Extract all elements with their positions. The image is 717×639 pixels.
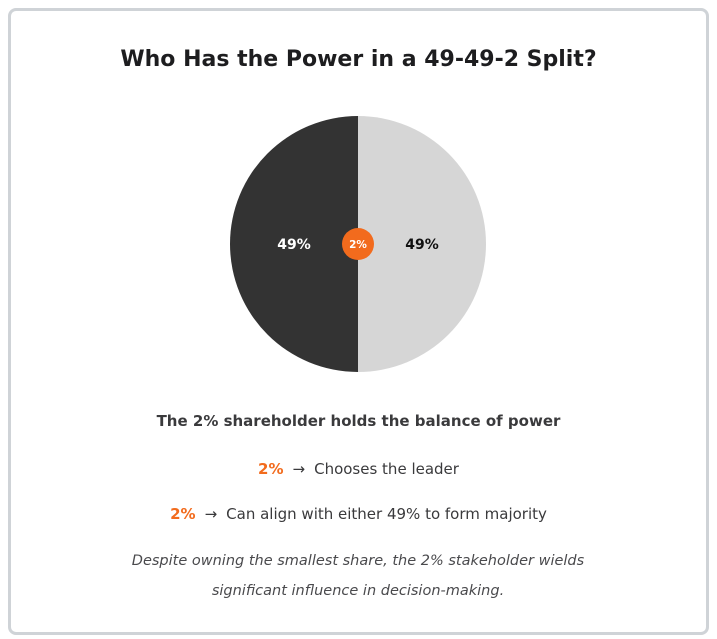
pie-chart: 49% 49% 2% — [230, 116, 486, 372]
arrow-right-icon: → — [204, 505, 218, 523]
arrow-right-icon: → — [292, 460, 306, 478]
pie-label-right: 49% — [405, 237, 439, 253]
point-text: Can align with either 49% to form majori… — [226, 505, 547, 523]
point-align-majority: 2% → Can align with either 49% to form maj… — [0, 504, 717, 524]
point-percent: 2% — [170, 505, 196, 523]
pie-slice-right — [358, 116, 486, 372]
influence-note: Despite owning the smallest share, the 2… — [131, 553, 585, 599]
pie-label-center: 2% — [349, 239, 367, 251]
balance-of-power-headline: The 2% shareholder holds the balance of … — [156, 412, 561, 430]
pie-slice-center — [342, 228, 374, 260]
point-percent: 2% — [258, 460, 284, 478]
point-text: Chooses the leader — [314, 460, 459, 478]
chart-title: Who Has the Power in a 49-49-2 Split? — [120, 47, 597, 72]
pie-label-left: 49% — [277, 237, 311, 253]
pie-slice-left — [230, 116, 358, 372]
point-chooses-leader: 2% → Chooses the leader — [0, 459, 717, 479]
